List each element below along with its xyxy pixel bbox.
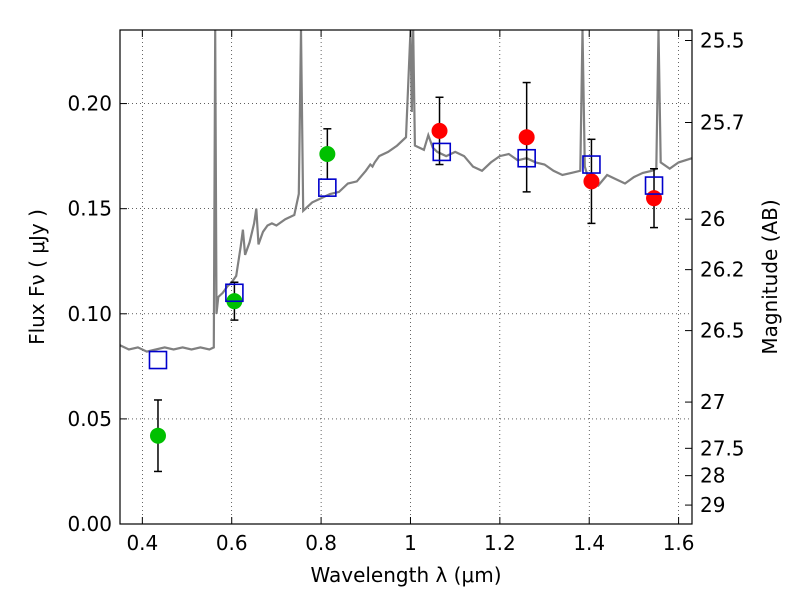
- right-tick-label: 29: [700, 493, 725, 517]
- y-axis-label: Flux Fν ( μJy ): [25, 209, 49, 345]
- y-tick-label: 0.00: [67, 512, 112, 536]
- red-data-point: [583, 173, 600, 190]
- right-tick-label: 28: [700, 464, 725, 488]
- model-square-point: [318, 178, 337, 197]
- spectrum-line-group: [120, 30, 692, 353]
- y-tick-label: 0.05: [67, 407, 112, 431]
- marker-group: [148, 122, 664, 444]
- spectrum-line: [120, 30, 692, 353]
- right-tick-label: 25.5: [700, 29, 745, 53]
- red-data-point: [518, 129, 535, 146]
- x-tick-label: 1.4: [573, 531, 605, 555]
- plot-frame: [119, 29, 693, 525]
- x-tick-label: 0.6: [216, 531, 248, 555]
- y-axis-ticks: 0.00 0.05 0.10 0.15 0.20: [67, 92, 127, 536]
- model-square-point: [148, 350, 168, 370]
- model-square-point: [582, 155, 601, 174]
- plot-area: [120, 30, 692, 524]
- y-tick-label: 0.15: [67, 197, 112, 221]
- right-axis-label: Magnitude (AB): [758, 199, 782, 354]
- x-tick-label: 1.2: [484, 531, 516, 555]
- x-axis-ticks: 0.4 0.6 0.8 1 1.2 1.4 1.6: [126, 30, 695, 555]
- right-tick-label: 27.5: [700, 436, 745, 460]
- right-tick-label: 27: [700, 390, 725, 414]
- model-square-point: [225, 283, 244, 303]
- model-square-point: [644, 176, 664, 195]
- x-tick-label: 0.4: [126, 531, 158, 555]
- model-square-point: [432, 142, 452, 162]
- right-tick-label: 26.5: [700, 319, 745, 343]
- red-data-point: [431, 122, 448, 139]
- green-data-point: [319, 146, 336, 163]
- right-tick-label: 25.7: [700, 110, 745, 134]
- y-tick-label: 0.20: [67, 92, 112, 116]
- red-data-point: [646, 190, 663, 207]
- model-square-point: [517, 148, 536, 168]
- y-tick-label: 0.10: [67, 302, 112, 326]
- green-data-point: [149, 427, 166, 444]
- x-tick-label: 1: [404, 531, 417, 555]
- right-tick-label: 26.2: [700, 258, 745, 282]
- right-axis-ticks: 25.5 25.7 26 26.2 26.5 27 27.5 28 29: [685, 29, 745, 517]
- right-tick-label: 26: [700, 207, 725, 231]
- x-axis-label: Wavelength λ (μm): [310, 563, 501, 587]
- x-tick-label: 1.6: [663, 531, 695, 555]
- x-tick-label: 0.8: [305, 531, 337, 555]
